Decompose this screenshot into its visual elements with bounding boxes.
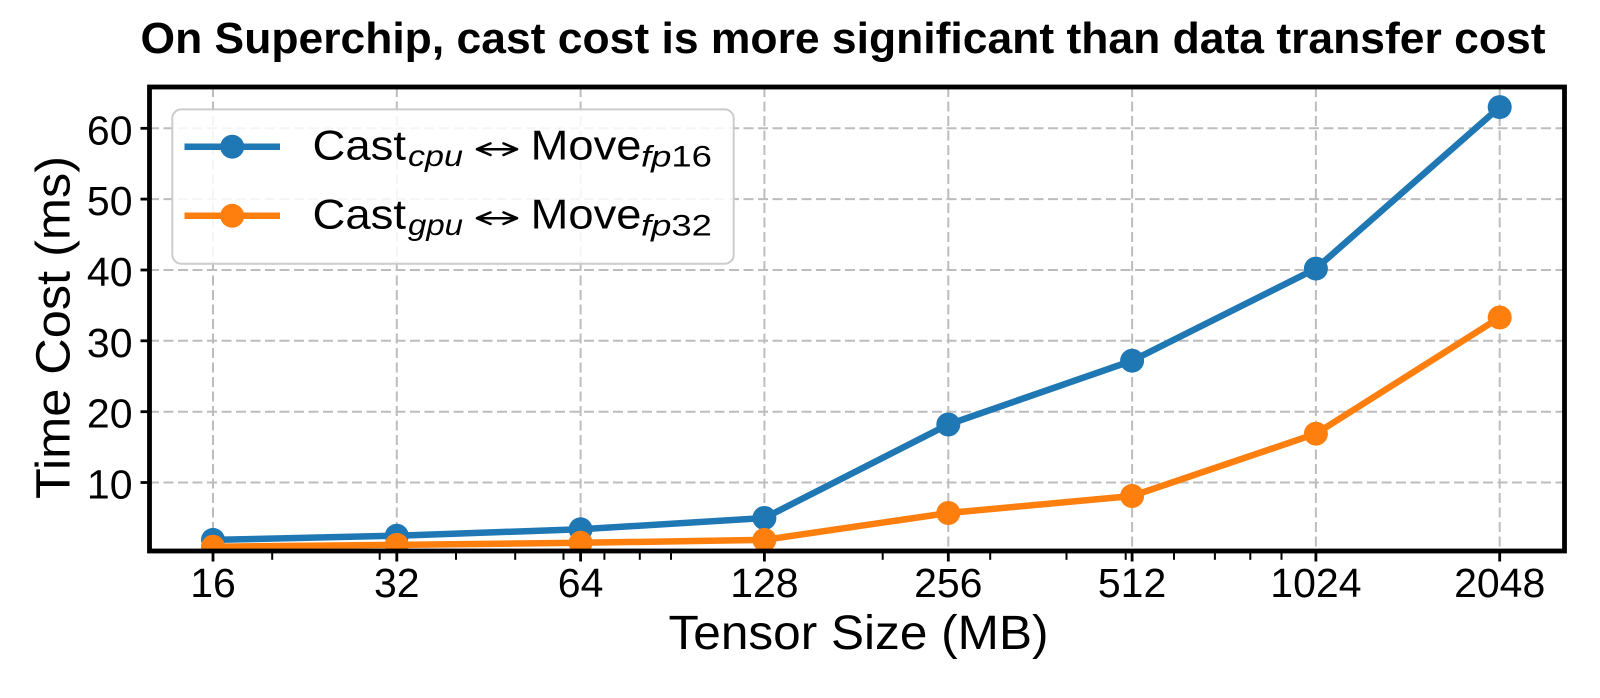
- svg-text:gpu: gpu: [408, 209, 463, 242]
- svg-text:Move: Move: [531, 122, 642, 169]
- svg-text:Tensor Size (MB): Tensor Size (MB): [669, 607, 1049, 660]
- svg-text:Move: Move: [531, 191, 642, 238]
- svg-text:40: 40: [87, 249, 133, 295]
- svg-text:20: 20: [87, 391, 133, 437]
- svg-text:64: 64: [558, 560, 604, 606]
- svg-text:16: 16: [190, 560, 236, 606]
- svg-text:256: 256: [914, 560, 982, 606]
- svg-text:10: 10: [87, 462, 133, 508]
- svg-text:On Superchip, cast cost is mor: On Superchip, cast cost is more signific…: [141, 14, 1546, 63]
- svg-text:128: 128: [730, 560, 798, 606]
- svg-text:60: 60: [87, 107, 133, 153]
- svg-text:Time Cost (ms): Time Cost (ms): [27, 156, 80, 499]
- svg-text:2048: 2048: [1454, 560, 1545, 606]
- svg-text:cpu: cpu: [408, 140, 463, 173]
- svg-text:32: 32: [374, 560, 420, 606]
- svg-text:512: 512: [1098, 560, 1166, 606]
- svg-text:Cast: Cast: [313, 122, 407, 169]
- svg-text:30: 30: [87, 320, 133, 366]
- svg-text:1024: 1024: [1270, 560, 1361, 606]
- svg-text:Cast: Cast: [313, 191, 407, 238]
- svg-text:50: 50: [87, 178, 133, 224]
